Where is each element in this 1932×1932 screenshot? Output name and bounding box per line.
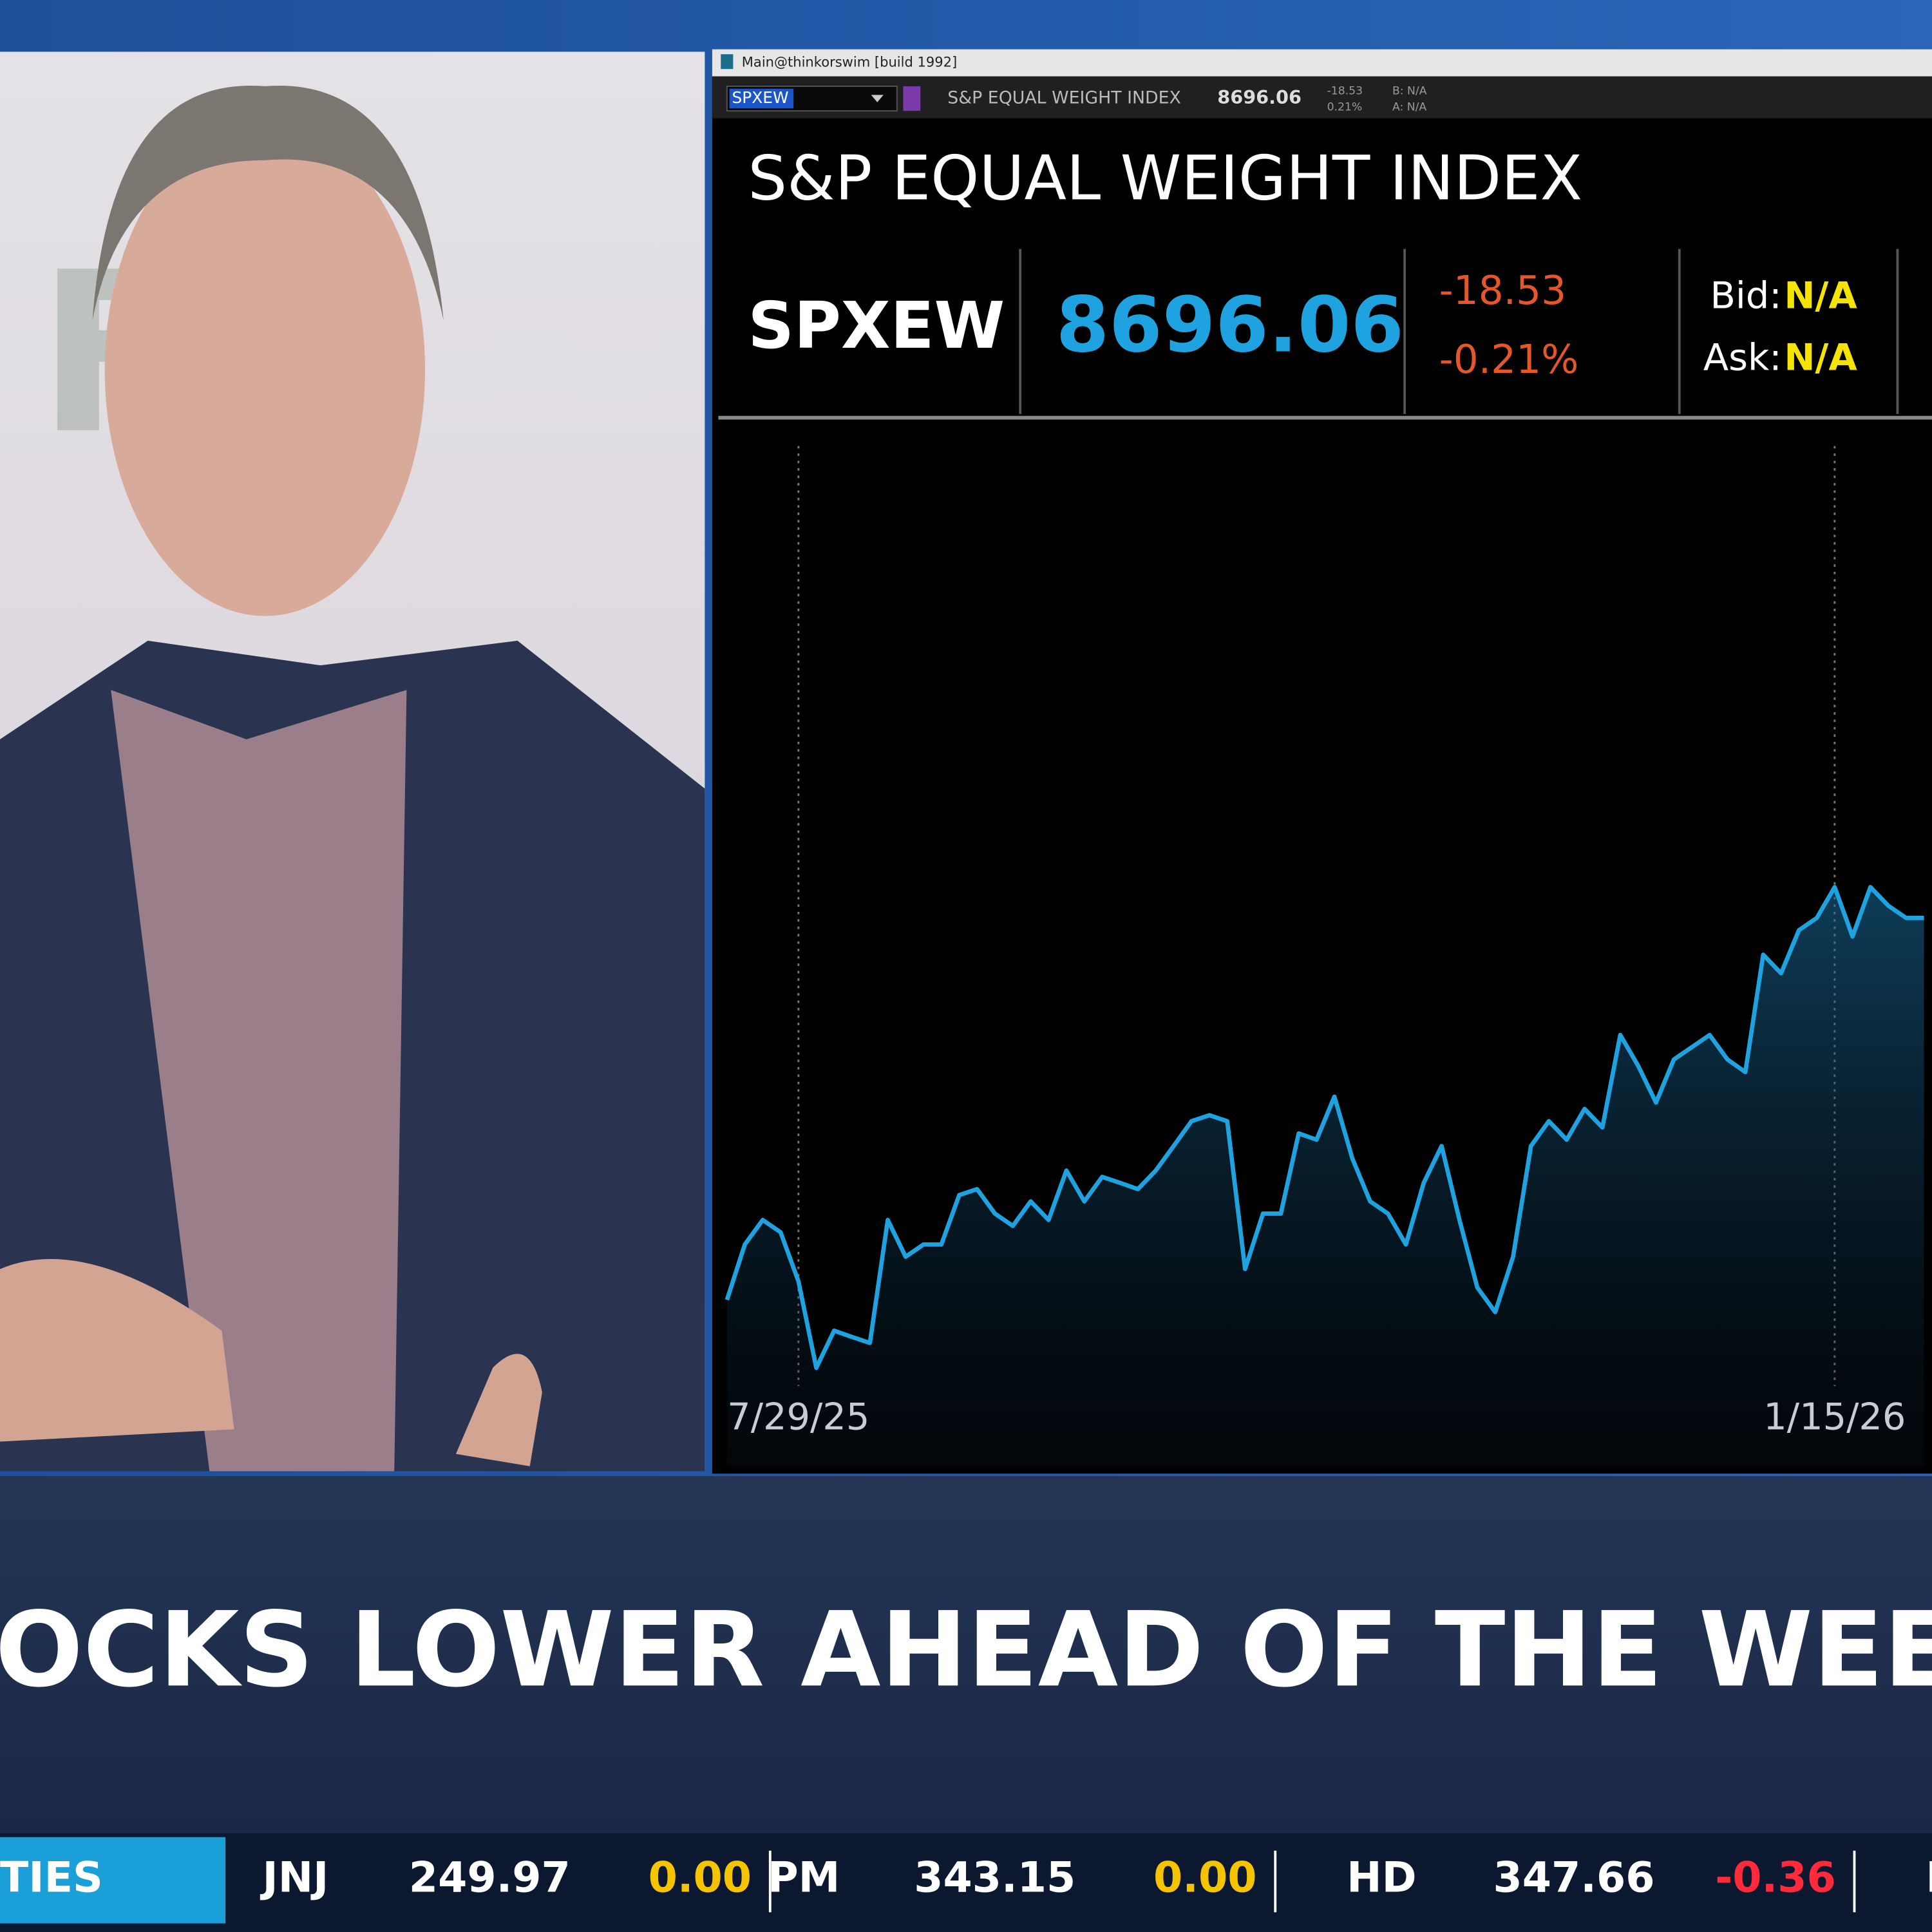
symbol-link[interactable]: [903, 86, 921, 111]
dropdown-arrow[interactable]: [871, 95, 884, 102]
toolbar-symbol: SPXEW: [732, 88, 788, 107]
toolbar-bid: B: N/A: [1392, 85, 1427, 98]
title-bar: [712, 49, 1932, 77]
headline: OCKS LOWER AHEAD OF THE WEEKEN: [0, 1589, 1932, 1710]
price-chart: 7/29/251/15/26: [724, 446, 1924, 1466]
ticker-change: -0.36: [1715, 1854, 1836, 1902]
ask-label: Ask:: [1703, 336, 1782, 379]
ticker-label-box: [0, 1837, 226, 1924]
symbol-selection: [729, 88, 794, 109]
ask-value: N/A: [1784, 336, 1857, 379]
ticker-label: TIES: [0, 1854, 103, 1902]
toolbar-last: 8696.06: [1217, 86, 1302, 108]
toolbar-percent: 0.21%: [1327, 100, 1363, 113]
ticker-symbol: HD: [1347, 1854, 1416, 1902]
price-area: [726, 887, 1924, 1466]
ticker-symbol: MI: [1926, 1854, 1932, 1902]
ticker-symbol: JNJ: [260, 1854, 329, 1902]
price-line: [724, 885, 1924, 1370]
video-feed: FX: [0, 52, 705, 1472]
quote-symbol: SPXEW: [748, 289, 1005, 363]
bid-label: Bid:: [1710, 274, 1782, 317]
ticker-price: 343.15: [914, 1854, 1075, 1902]
ticker-change: 0.00: [1153, 1854, 1257, 1902]
quote-percent: -0.21%: [1439, 337, 1579, 383]
bid-value: N/A: [1784, 274, 1857, 317]
ticker-price: 249.97: [409, 1854, 571, 1902]
ticker-bar: [0, 1833, 1932, 1932]
app-icon: [721, 54, 734, 70]
toolbar-ask: A: N/A: [1392, 100, 1426, 113]
toolbar-change: -18.53: [1327, 85, 1363, 98]
quote-title: S&P EQUAL WEIGHT INDEX: [748, 142, 1582, 214]
ticker-symbol: PM: [768, 1854, 840, 1902]
quote-change: -18.53: [1439, 268, 1566, 314]
window-title: Main@thinkorswim [build 1992]: [742, 54, 957, 70]
ticker-items: JNJ 249.97 0.00 PM 343.15 0.00 HD 347.66 -0.36 MI: [260, 1850, 1932, 1913]
toolbar-name: S&P EQUAL WEIGHT INDEX: [947, 88, 1181, 108]
quote-last: 8696.06: [1056, 280, 1404, 369]
lower-third: [0, 1476, 1932, 1833]
ticker-change: 0.00: [649, 1854, 752, 1902]
ticker-price: 347.66: [1493, 1854, 1654, 1902]
